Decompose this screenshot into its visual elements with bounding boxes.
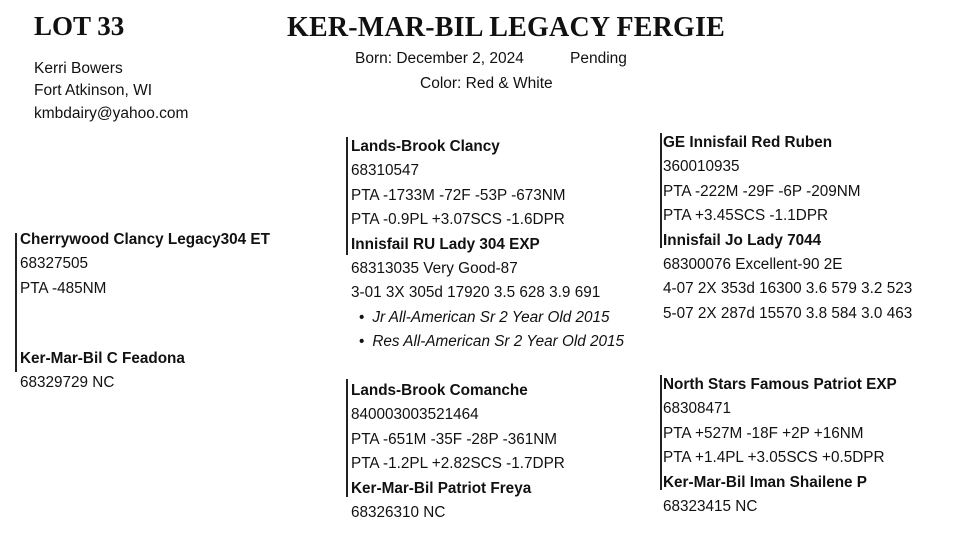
ds-sire-pta: PTA +527M -18F +2P +16NM xyxy=(663,424,864,442)
ds-dam-name: Ker-Mar-Bil Iman Shailene P xyxy=(663,473,868,491)
ss-dam-reg: 68300076 Excellent-90 2E xyxy=(663,256,843,274)
sire-dam-record: 3-01 3X 305d 17920 3.5 628 3.9 691 xyxy=(351,284,601,302)
pedigree-bracket-line xyxy=(15,233,17,372)
ss-dam-name: Innisfail Jo Lady 7044 xyxy=(663,231,822,249)
pedigree-bracket-line xyxy=(660,375,662,490)
ds-sire-pta2: PTA +1.4PL +3.05SCS +0.5DPR xyxy=(663,449,885,467)
pedigree-bracket-line xyxy=(660,133,662,248)
sire-pta: PTA -485NM xyxy=(20,279,107,297)
dam-sire-name: Lands-Brook Comanche xyxy=(351,382,528,399)
ds-dam-reg: 68323415 NC xyxy=(663,498,758,516)
sire-dam-award: Jr All-American Sr 2 Year Old 2015 xyxy=(351,306,624,330)
consignor-email: kmbdairy@yahoo.com xyxy=(34,105,189,122)
animal-name-title: KER-MAR-BIL LEGACY FERGIE xyxy=(287,12,726,43)
consignor-name: Kerri Bowers xyxy=(34,60,123,77)
ss-dam-record: 5-07 2X 287d 15570 3.8 584 3.0 463 xyxy=(663,304,913,322)
sire-sire-pta2: PTA -0.9PL +3.07SCS -1.6DPR xyxy=(351,211,565,229)
sire-dam-name: Innisfail RU Lady 304 EXP xyxy=(351,235,540,253)
ds-sire-reg: 68308471 xyxy=(663,400,732,418)
dam-dam-name: Ker-Mar-Bil Patriot Freya xyxy=(351,479,532,497)
ss-sire-reg: 360010935 xyxy=(663,158,740,176)
sire-sire-reg: 68310547 xyxy=(351,162,420,180)
dam-sire-pta2: PTA -1.2PL +2.82SCS -1.7DPR xyxy=(351,455,565,473)
dam-dam-reg: 68326310 NC xyxy=(351,504,446,522)
lot-number: LOT 33 xyxy=(34,11,125,41)
dam-block: Ker-Mar-Bil C Feadona 68329729 NC xyxy=(20,347,185,396)
ds-sire-block: North Stars Famous Patriot EXP 68308471 … xyxy=(663,373,897,519)
sire-block: Cherrywood Clancy Legacy304 ET 68327505 … xyxy=(20,228,270,301)
dam-sire-pta: PTA -651M -35F -28P -361NM xyxy=(351,430,558,448)
birth-date: Born: December 2, 2024 xyxy=(355,50,524,67)
pedigree-bracket-line xyxy=(346,137,348,255)
sire-reg: 68327505 xyxy=(20,255,89,273)
ss-dam-record: 4-07 2X 353d 16300 3.6 579 3.2 523 xyxy=(663,280,913,298)
ds-sire-name: North Stars Famous Patriot EXP xyxy=(663,376,897,393)
pedigree-bracket-line xyxy=(346,379,348,497)
sire-dam-reg: 68313035 Very Good-87 xyxy=(351,260,518,278)
sire-sire-name: Lands-Brook Clancy xyxy=(351,138,500,155)
dam-reg: 68329729 NC xyxy=(20,374,115,392)
dam-sire-block: Lands-Brook Comanche 840003003521464 PTA… xyxy=(351,379,565,525)
ss-sire-name: GE Innisfail Red Ruben xyxy=(663,134,833,151)
sire-sire-block: Lands-Brook Clancy 68310547 PTA -1733M -… xyxy=(351,135,624,355)
sire-name: Cherrywood Clancy Legacy304 ET xyxy=(20,231,270,248)
registration-status: Pending xyxy=(570,50,627,67)
sire-sire-pta: PTA -1733M -72F -53P -673NM xyxy=(351,186,566,204)
animal-color: Color: Red & White xyxy=(420,75,553,92)
ss-sire-block: GE Innisfail Red Ruben 360010935 PTA -22… xyxy=(663,131,912,326)
dam-name: Ker-Mar-Bil C Feadona xyxy=(20,350,185,367)
sire-dam-award: Res All-American Sr 2 Year Old 2015 xyxy=(351,330,624,354)
ss-sire-pta2: PTA +3.45SCS -1.1DPR xyxy=(663,207,829,225)
dam-sire-reg: 840003003521464 xyxy=(351,406,479,424)
ss-sire-pta: PTA -222M -29F -6P -209NM xyxy=(663,182,861,200)
consignor-location: Fort Atkinson, WI xyxy=(34,82,153,99)
